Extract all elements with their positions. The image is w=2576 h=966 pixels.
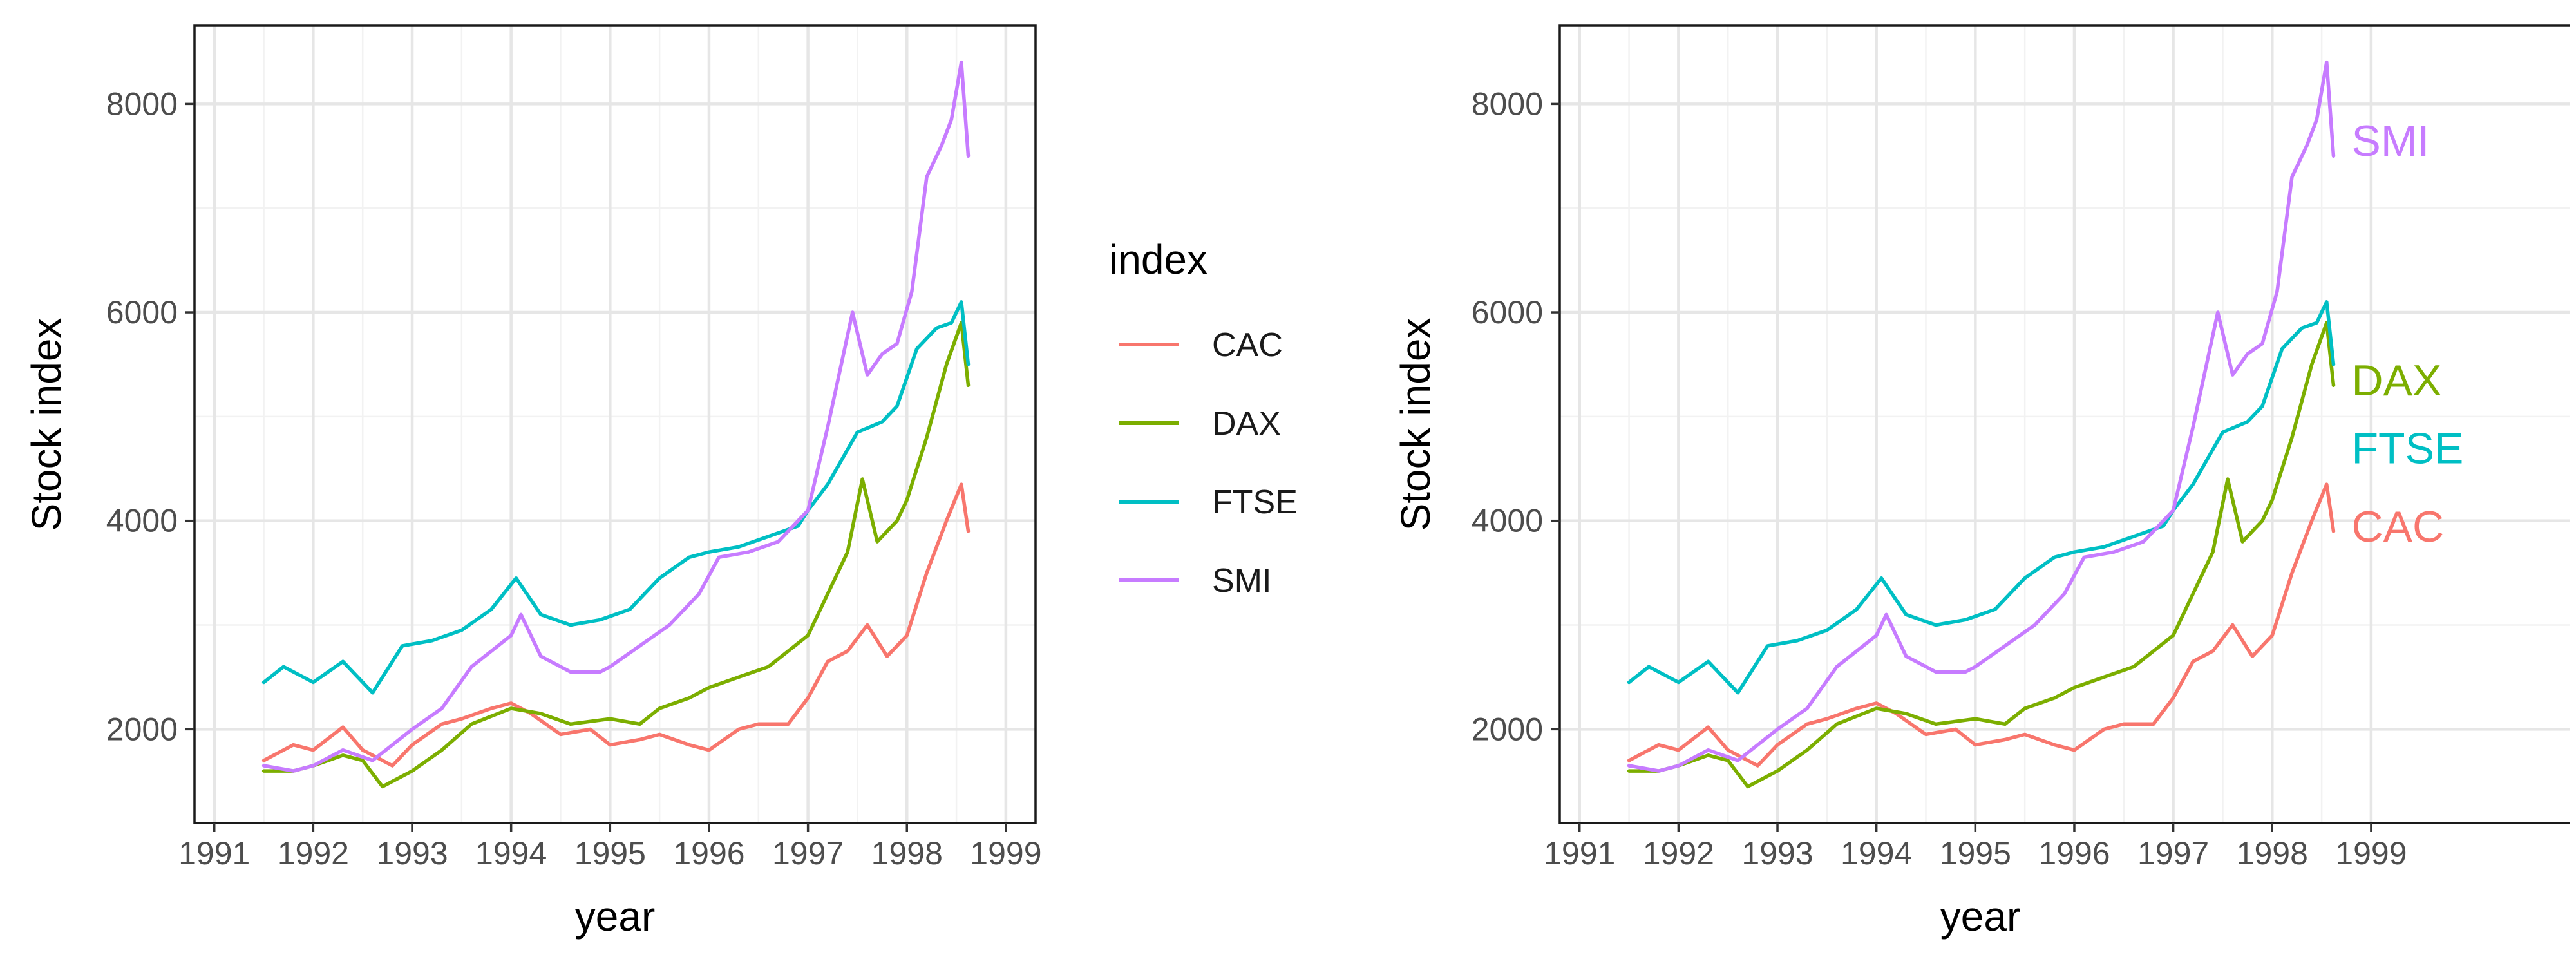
y-tick-label: 4000 [1472, 503, 1543, 539]
y-tick-label: 4000 [106, 503, 178, 539]
series-line-dax [261, 321, 971, 789]
y-tick-label: 8000 [1472, 86, 1543, 122]
x-tick-label: 1998 [2237, 835, 2308, 871]
series-line-dax [1627, 321, 2336, 789]
y-tick-label: 2000 [1472, 711, 1543, 747]
direct-label-cac: CAC [2352, 502, 2445, 551]
legend-label-cac: CAC [1212, 327, 1283, 364]
x-tick-label: 1991 [1544, 835, 1615, 871]
panel-border [1558, 24, 2570, 824]
x-axis-title: year [575, 893, 656, 940]
x-tick-label: 1994 [475, 835, 547, 871]
x-tick-label: 1997 [2137, 835, 2209, 871]
x-tick-label: 1999 [2335, 835, 2407, 871]
x-tick-label: 1992 [1643, 835, 1714, 871]
x-tick-label: 1993 [376, 835, 448, 871]
series-line-ftse [261, 300, 971, 695]
x-tick-label: 1995 [574, 835, 646, 871]
x-tick-label: 1998 [871, 835, 943, 871]
series-line-cac [1627, 482, 2336, 768]
y-tick-label: 6000 [1472, 294, 1543, 330]
y-axis-title: Stock index [23, 318, 70, 531]
plot-background [194, 26, 1036, 823]
series-line-smi [261, 60, 971, 773]
x-tick-label: 1996 [673, 835, 744, 871]
x-tick-label: 1995 [1940, 835, 2011, 871]
series-line-smi [1627, 60, 2336, 773]
x-tick-label: 1992 [278, 835, 349, 871]
legend-label-ftse: FTSE [1212, 484, 1298, 521]
series-line-ftse [1627, 300, 2336, 695]
x-tick-label: 1994 [1841, 835, 1912, 871]
x-axis-title: year [1940, 893, 2021, 940]
legend-label-dax: DAX [1212, 405, 1281, 442]
series-line-cac [261, 482, 971, 768]
legend: index CAC DAX FTSE SMI [1109, 236, 1298, 600]
legend-title: index [1109, 236, 1208, 283]
right-chart-panel: SMI DAX FTSE CAC 1991 1992 1993 1994 1995 1996 199… [1392, 24, 2570, 940]
direct-label-ftse: FTSE [2352, 424, 2464, 473]
y-tick-label: 8000 [106, 86, 178, 122]
x-tick-label: 1993 [1741, 835, 1813, 871]
y-tick-label: 2000 [106, 711, 178, 747]
x-tick-label: 1996 [2038, 835, 2110, 871]
panel-border [193, 24, 1037, 824]
y-tick-label: 6000 [106, 294, 178, 330]
legend-label-smi: SMI [1212, 562, 1271, 600]
left-chart-panel: 1991 1992 1993 1994 1995 1996 1997 1998 1999 2000… [23, 24, 1042, 940]
direct-label-smi: SMI [2352, 117, 2430, 166]
x-tick-label: 1997 [772, 835, 844, 871]
direct-label-dax: DAX [2352, 356, 2442, 405]
x-tick-label: 1999 [970, 835, 1041, 871]
y-axis-title: Stock index [1392, 318, 1439, 531]
x-tick-label: 1991 [178, 835, 250, 871]
